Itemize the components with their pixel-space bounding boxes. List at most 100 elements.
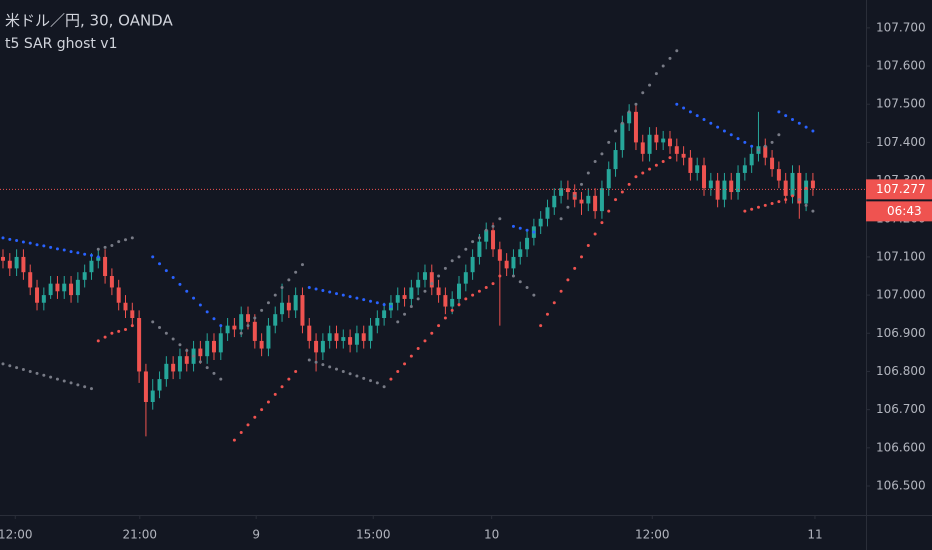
candle-body (130, 310, 135, 319)
sar-dot (117, 240, 121, 244)
candle-body (708, 180, 713, 189)
sar-dot (573, 266, 577, 270)
sar-dot (648, 167, 652, 171)
sar-dot (362, 376, 366, 380)
sar-dot (83, 385, 87, 389)
candle-body (627, 111, 632, 124)
sar-dot (69, 381, 73, 385)
sar-dot (450, 308, 454, 312)
x-tick-label: 15:00 (356, 528, 391, 542)
candle-body (776, 169, 781, 181)
candle-body (491, 230, 496, 250)
sar-dot (498, 217, 502, 221)
sar-dot (784, 198, 788, 202)
sar-dot (117, 329, 121, 333)
candle-body (620, 123, 625, 151)
candle-body (545, 207, 550, 219)
last-price-box (866, 179, 932, 200)
sar-dot (28, 241, 32, 245)
sar-dot (593, 159, 597, 163)
candle-body (742, 165, 747, 173)
candle-body (497, 249, 502, 261)
sar-dot (294, 270, 298, 274)
sar-dot (443, 316, 447, 320)
sar-dot (777, 110, 781, 114)
sar-dot (124, 327, 128, 331)
candle-body (150, 390, 155, 402)
candle-body (395, 295, 400, 303)
sar-dot (96, 339, 100, 343)
sar-dot (151, 255, 155, 259)
y-tick-label: 106.600 (876, 440, 926, 454)
candle-body (69, 283, 74, 296)
sar-dot (464, 247, 468, 251)
sar-dot (668, 56, 672, 60)
x-tick-label: 12:00 (635, 528, 670, 542)
sar-dot (246, 324, 250, 328)
sar-dot (648, 83, 652, 87)
sar-dot (491, 282, 495, 286)
candle-body (749, 153, 754, 166)
candle-body (55, 283, 60, 292)
sar-dot (314, 360, 318, 364)
candle-body (218, 333, 223, 353)
sar-dot (498, 274, 502, 278)
sar-dot (620, 190, 624, 194)
candle-body (804, 180, 809, 204)
sar-dot (89, 387, 93, 391)
sar-dot (661, 64, 665, 68)
candle-body (7, 260, 12, 269)
sar-dot (457, 255, 461, 259)
sar-dot (55, 377, 59, 381)
sar-dot (130, 236, 134, 240)
sar-dot (668, 156, 672, 160)
sar-dot (409, 305, 413, 309)
sar-dot (348, 372, 352, 376)
candle-body (783, 180, 788, 196)
sar-dot (266, 400, 270, 404)
candle-body (538, 218, 543, 227)
candle-body (484, 230, 489, 242)
sar-dot (736, 137, 740, 141)
sar-dot (219, 377, 223, 381)
sar-dot (171, 337, 175, 341)
sar-dot (729, 133, 733, 137)
sar-dot (253, 415, 257, 419)
candle-body (198, 348, 203, 357)
candle-body (511, 256, 516, 269)
y-tick-label: 107.700 (876, 20, 926, 34)
sar-dot (375, 381, 379, 385)
candle-body (443, 295, 448, 307)
candle-body (416, 279, 421, 288)
sar-dot (96, 255, 100, 259)
sar-dot (722, 129, 726, 133)
y-tick-label: 106.800 (876, 364, 926, 378)
sar-dot (266, 301, 270, 305)
sar-dot (457, 303, 461, 307)
candle-body (450, 298, 455, 307)
candle-body (48, 283, 53, 296)
sar-dot (811, 129, 815, 133)
sar-dot (790, 194, 794, 198)
sar-dot (76, 251, 80, 255)
sar-dot (280, 385, 284, 389)
candle-body (280, 302, 285, 315)
sar-dot (403, 362, 407, 366)
sar-dot (593, 232, 597, 236)
sar-dot (750, 207, 754, 211)
candle-body (470, 256, 475, 273)
candle-body (89, 260, 94, 273)
candle-body (184, 356, 189, 364)
candle-body (239, 314, 244, 330)
candle-body (177, 356, 182, 372)
candle-body (375, 318, 380, 326)
candle-body (559, 188, 564, 196)
sar-dot (559, 217, 563, 221)
candle-body (695, 165, 700, 173)
x-tick-label: 12:00 (0, 528, 33, 542)
sar-dot (49, 375, 53, 379)
sar-dot (580, 182, 584, 186)
sar-dot (600, 152, 604, 156)
candle-body (477, 241, 482, 257)
